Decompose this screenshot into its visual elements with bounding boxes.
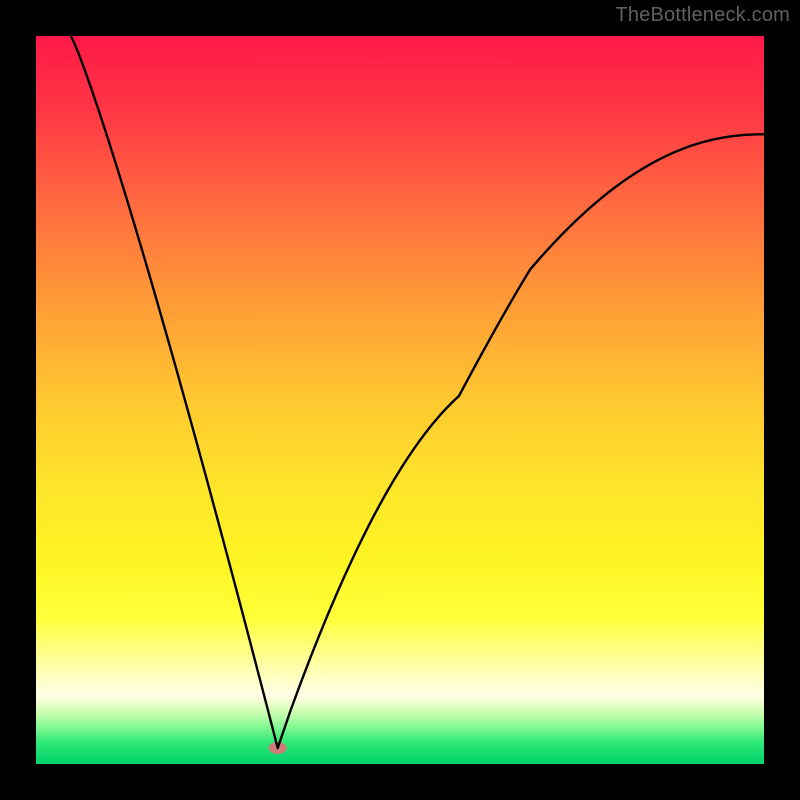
chart-frame: TheBottleneck.com bbox=[0, 0, 800, 800]
border-bottom bbox=[0, 764, 800, 800]
border-rects bbox=[0, 0, 800, 800]
watermark-text: TheBottleneck.com bbox=[615, 4, 790, 27]
border-right bbox=[764, 0, 800, 800]
border-left bbox=[0, 0, 36, 800]
